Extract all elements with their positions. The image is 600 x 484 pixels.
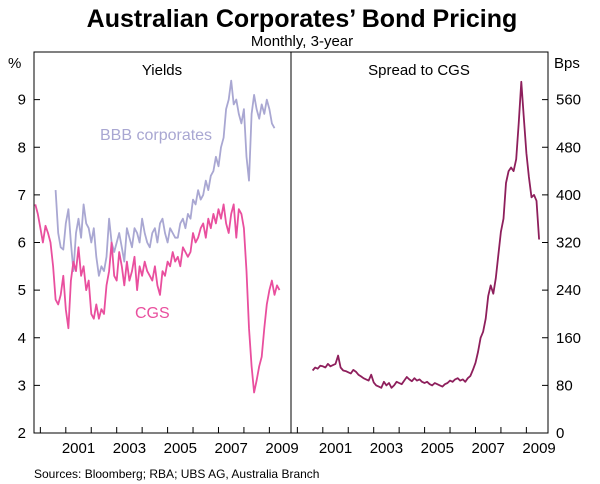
chart-title: Australian Corporates’ Bond Pricing	[87, 5, 518, 33]
x-tick-label: 2003	[370, 440, 403, 457]
series-layer	[34, 79, 540, 394]
right-y-tick-label: 240	[556, 282, 581, 299]
x-tick-label: 2005	[421, 440, 454, 457]
ticks-layer: 2 3 4 5 6 7 8 9 0 80 160 240 320 400 480 560 2001 2003 200…	[18, 51, 581, 457]
x-tick-label: 2009	[522, 440, 555, 457]
right-y-tick-label: 480	[556, 139, 581, 156]
panel-title-yields: Yields	[142, 62, 182, 79]
right-y-tick-label: 400	[556, 187, 581, 204]
left-y-tick-label: 9	[18, 92, 26, 109]
x-tick-label: 2001	[62, 440, 95, 457]
series-line-spread-to-cgs	[311, 80, 540, 389]
source-note: Sources: Bloomberg; RBA; UBS AG, Austral…	[34, 467, 319, 481]
right-y-tick-label: 0	[556, 425, 564, 442]
right-axis-unit: Bps	[554, 55, 580, 72]
left-y-tick-label: 3	[18, 377, 26, 394]
x-tick-label: 2009	[265, 440, 298, 457]
annotation-bbb-corporates: BBB corporates	[100, 127, 212, 144]
left-axis-unit: %	[8, 55, 21, 72]
panel-title-spread: Spread to CGS	[368, 62, 470, 79]
right-y-tick-label: 80	[556, 377, 573, 394]
right-y-tick-label: 320	[556, 235, 581, 252]
x-tick-label: 2007	[472, 440, 505, 457]
x-tick-label: 2003	[113, 440, 146, 457]
left-y-tick-label: 5	[18, 282, 26, 299]
left-y-tick-label: 7	[18, 187, 26, 204]
annotation-cgs: CGS	[135, 305, 170, 322]
x-tick-label: 2007	[215, 440, 248, 457]
series-line-bbb-corporates	[54, 79, 276, 277]
left-y-tick-label: 8	[18, 139, 26, 156]
chart-subtitle: Monthly, 3-year	[251, 33, 353, 50]
right-y-tick-label: 160	[556, 330, 581, 347]
x-tick-label: 2001	[319, 440, 352, 457]
right-y-tick-label: 560	[556, 92, 581, 109]
x-tick-label: 2005	[164, 440, 197, 457]
left-y-tick-label: 2	[18, 425, 26, 442]
left-y-tick-label: 4	[18, 330, 26, 347]
left-y-tick-label: 6	[18, 235, 26, 252]
series-line-cgs	[34, 203, 281, 394]
